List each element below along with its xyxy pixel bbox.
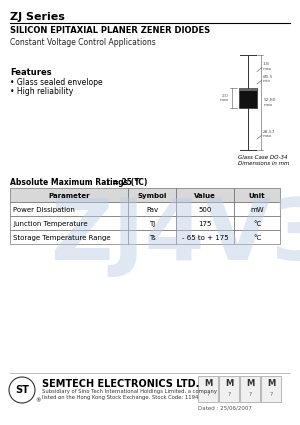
Text: mW: mW <box>250 207 264 212</box>
Text: ?: ? <box>227 393 231 397</box>
Text: °C: °C <box>253 221 261 227</box>
Text: Constant Voltage Control Applications: Constant Voltage Control Applications <box>10 38 156 47</box>
Bar <box>261 376 281 402</box>
Bar <box>10 188 128 202</box>
Text: Glass Case DO-34
Dimensions in mm: Glass Case DO-34 Dimensions in mm <box>238 155 290 166</box>
Text: Storage Temperature Range: Storage Temperature Range <box>13 235 111 241</box>
Text: ST: ST <box>15 385 29 395</box>
Bar <box>239 88 257 108</box>
Text: M: M <box>204 380 212 388</box>
Bar <box>234 188 280 202</box>
Bar <box>176 202 234 216</box>
Bar <box>128 188 176 202</box>
Text: = 25 °C): = 25 °C) <box>110 178 147 187</box>
Text: SEMTECH ELECTRONICS LTD.: SEMTECH ELECTRONICS LTD. <box>42 379 200 389</box>
Bar <box>234 230 280 244</box>
Text: ZJ4V3A: ZJ4V3A <box>50 195 300 278</box>
Text: 500: 500 <box>198 207 212 212</box>
Text: SILICON EPITAXIAL PLANER ZENER DIODES: SILICON EPITAXIAL PLANER ZENER DIODES <box>10 26 210 35</box>
Text: - 65 to + 175: - 65 to + 175 <box>182 235 228 241</box>
Bar <box>128 230 176 244</box>
Text: 28.57
max: 28.57 max <box>263 130 275 138</box>
Text: Ø0.5
min: Ø0.5 min <box>263 75 273 83</box>
Text: °C: °C <box>253 235 261 241</box>
Bar <box>239 88 257 91</box>
Text: Junction Temperature: Junction Temperature <box>13 221 88 227</box>
Text: Dated : 25/06/2007: Dated : 25/06/2007 <box>198 405 252 410</box>
Bar <box>176 188 234 202</box>
Bar <box>198 376 218 402</box>
Text: • Glass sealed envelope: • Glass sealed envelope <box>10 78 103 87</box>
Text: • High reliability: • High reliability <box>10 87 73 96</box>
Bar <box>234 202 280 216</box>
Text: ?: ? <box>269 393 273 397</box>
Text: M: M <box>225 380 233 388</box>
Bar <box>176 216 234 230</box>
Bar <box>240 376 260 402</box>
Text: Symbol: Symbol <box>137 193 167 198</box>
Bar <box>234 216 280 230</box>
Bar <box>10 216 128 230</box>
Text: Power Dissipation: Power Dissipation <box>13 207 75 212</box>
Text: ?: ? <box>248 393 252 397</box>
Text: Subsidiary of Sino Tech International Holdings Limited, a company: Subsidiary of Sino Tech International Ho… <box>42 389 217 394</box>
Text: Parameter: Parameter <box>48 193 90 198</box>
Bar <box>176 230 234 244</box>
Text: Pav: Pav <box>146 207 158 212</box>
Text: Unit: Unit <box>249 193 265 198</box>
Text: ?: ? <box>206 393 210 397</box>
Bar <box>219 376 239 402</box>
Bar <box>128 216 176 230</box>
Bar <box>128 202 176 216</box>
Text: ®: ® <box>35 398 40 403</box>
Text: M: M <box>267 380 275 388</box>
Text: 175: 175 <box>198 221 212 227</box>
Text: Value: Value <box>194 193 216 198</box>
Text: listed on the Hong Kong Stock Exchange. Stock Code: 1194: listed on the Hong Kong Stock Exchange. … <box>42 395 198 400</box>
Text: 2.0
max: 2.0 max <box>220 94 229 102</box>
Bar <box>10 230 128 244</box>
Text: 1.8
max: 1.8 max <box>263 62 272 71</box>
Text: 52.80
max: 52.80 max <box>264 98 277 107</box>
Text: Ts: Ts <box>148 235 155 241</box>
Text: Absolute Maximum Ratings (T: Absolute Maximum Ratings (T <box>10 178 140 187</box>
Text: Tj: Tj <box>149 221 155 227</box>
Text: ZJ Series: ZJ Series <box>10 12 65 22</box>
Text: Features: Features <box>10 68 52 77</box>
Text: M: M <box>246 380 254 388</box>
Bar <box>10 202 128 216</box>
Text: j: j <box>106 179 108 184</box>
